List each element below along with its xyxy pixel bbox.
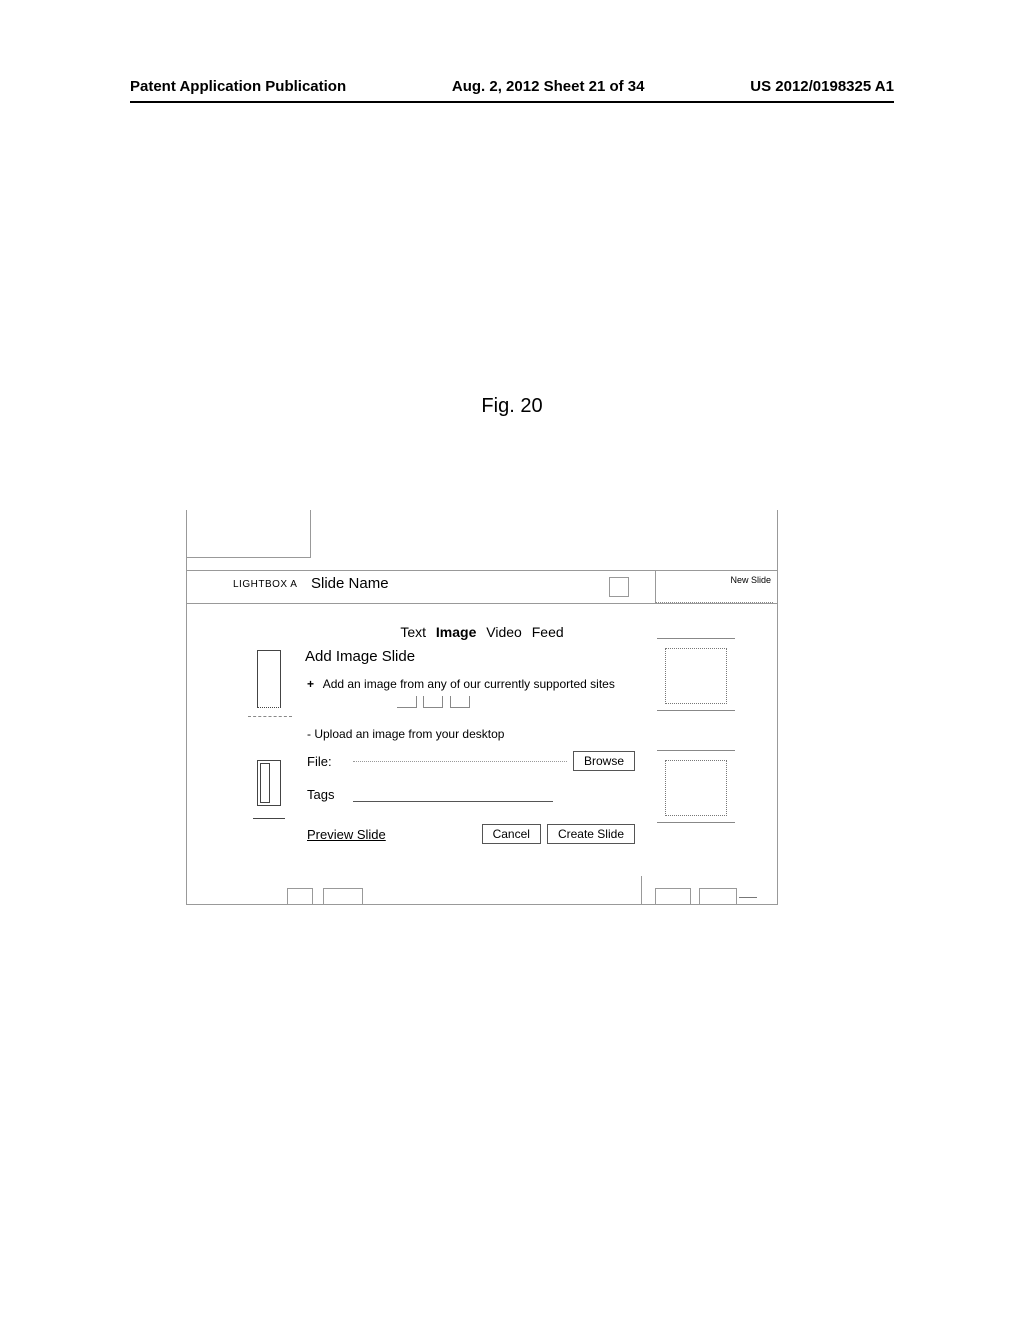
browse-button[interactable]: Browse bbox=[573, 751, 635, 771]
header-left: Patent Application Publication bbox=[130, 78, 346, 95]
header-center: Aug. 2, 2012 Sheet 21 of 34 bbox=[452, 78, 645, 95]
site-icon-2 bbox=[423, 696, 443, 708]
bottom-box-3 bbox=[655, 888, 691, 904]
figure-caption: Fig. 20 bbox=[0, 395, 1024, 418]
right-thumb-border bbox=[657, 638, 735, 639]
add-from-site-text: Add an image from any of our currently s… bbox=[323, 677, 615, 691]
tags-input[interactable] bbox=[353, 788, 553, 802]
lightbox-label: LIGHTBOX A bbox=[233, 579, 297, 590]
bottom-divider bbox=[641, 876, 642, 904]
cancel-button[interactable]: Cancel bbox=[482, 824, 541, 844]
tab-text[interactable]: Text bbox=[400, 624, 426, 640]
file-row: File: Browse bbox=[307, 751, 635, 771]
action-row: Preview Slide Cancel Create Slide bbox=[307, 824, 635, 844]
site-icon-3 bbox=[450, 696, 470, 708]
left-thumb-1 bbox=[257, 650, 281, 708]
header-row: LIGHTBOX A Slide Name New Slide bbox=[187, 570, 777, 604]
bottom-box-2 bbox=[323, 888, 363, 904]
supported-sites-icons bbox=[397, 695, 635, 713]
add-from-site-line[interactable]: + Add an image from any of our currently… bbox=[307, 677, 635, 691]
top-left-tab-box bbox=[187, 510, 311, 558]
tab-video[interactable]: Video bbox=[486, 624, 522, 640]
patent-page-header: Patent Application Publication Aug. 2, 2… bbox=[130, 78, 894, 103]
left-thumb-2 bbox=[257, 760, 281, 806]
right-thumb-border2 bbox=[657, 710, 735, 711]
new-slide-label: New Slide bbox=[730, 575, 771, 585]
bottom-mark bbox=[739, 897, 757, 898]
left-thumb-2-baseline bbox=[253, 818, 285, 819]
right-thumb-2 bbox=[665, 760, 727, 816]
slide-name-icon-box bbox=[609, 577, 629, 597]
new-slide-button[interactable]: New Slide bbox=[655, 571, 773, 603]
tags-label: Tags bbox=[307, 787, 347, 802]
tab-feed[interactable]: Feed bbox=[532, 624, 564, 640]
bottom-box-4 bbox=[699, 888, 737, 904]
file-input[interactable] bbox=[353, 761, 567, 762]
header-right: US 2012/0198325 A1 bbox=[750, 78, 894, 95]
panel-title: Add Image Slide bbox=[305, 648, 635, 665]
left-thumb-2-inner bbox=[260, 763, 270, 803]
bottom-strip bbox=[187, 882, 777, 904]
bottom-box-1 bbox=[287, 888, 313, 904]
right-thumb-border3 bbox=[657, 750, 735, 751]
upload-text: Upload an image from your desktop bbox=[314, 727, 504, 741]
preview-slide-link[interactable]: Preview Slide bbox=[307, 827, 386, 842]
right-thumb-border4 bbox=[657, 822, 735, 823]
file-label: File: bbox=[307, 754, 347, 769]
upload-line[interactable]: - Upload an image from your desktop bbox=[307, 727, 635, 741]
site-icon-1 bbox=[397, 696, 417, 708]
add-image-panel: Add Image Slide + Add an image from any … bbox=[297, 642, 635, 874]
create-slide-button[interactable]: Create Slide bbox=[547, 824, 635, 844]
tab-image[interactable]: Image bbox=[436, 624, 476, 640]
plus-icon: + bbox=[307, 677, 314, 691]
tags-row: Tags bbox=[307, 787, 635, 802]
slide-name-label: Slide Name bbox=[311, 575, 389, 592]
right-thumb-1 bbox=[665, 648, 727, 704]
app-window: LIGHTBOX A Slide Name New Slide Text Ima… bbox=[186, 510, 778, 905]
